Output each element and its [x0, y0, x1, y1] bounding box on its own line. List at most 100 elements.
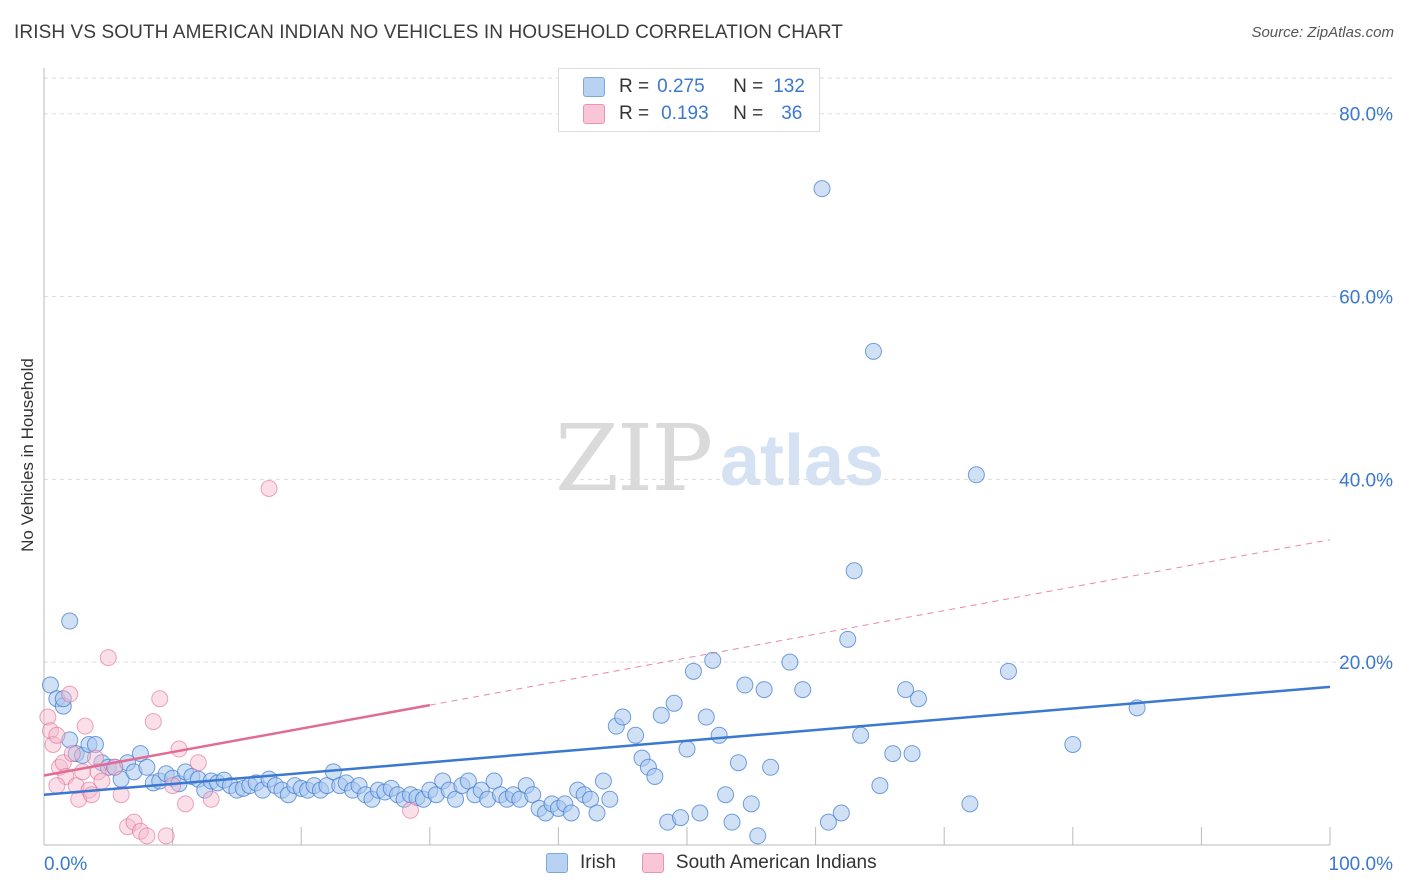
watermark-zip: ZIP	[555, 405, 713, 512]
irish-point	[1064, 735, 1082, 753]
chart-title: IRISH VS SOUTH AMERICAN INDIAN NO VEHICL…	[14, 22, 844, 43]
irish-point	[691, 804, 709, 822]
r-value: 0.193	[661, 103, 709, 124]
irish-point	[665, 694, 683, 712]
sai-point	[138, 827, 156, 845]
y-axis-label: No Vehicles in Household	[18, 358, 37, 552]
irish-point	[884, 745, 902, 763]
irish-point	[903, 745, 921, 763]
sai-point	[202, 790, 220, 808]
n-label: N =	[733, 76, 764, 97]
irish-point	[723, 813, 741, 831]
sai-point	[61, 685, 79, 703]
irish-point	[447, 790, 465, 808]
irish-point	[594, 772, 612, 790]
sai-point	[67, 777, 85, 795]
legend-row-sai: R = 0.193 N = 36	[583, 102, 802, 126]
irish-point	[627, 726, 645, 744]
irish-point	[967, 466, 985, 484]
irish-point	[601, 790, 619, 808]
sai-point	[151, 690, 169, 708]
irish-point	[781, 653, 799, 671]
watermark-atlas: atlas	[720, 421, 885, 501]
irish-point	[61, 612, 79, 630]
irish-point	[562, 804, 580, 822]
r-label: R =	[619, 76, 650, 97]
irish-point	[845, 562, 863, 580]
irish-point	[755, 681, 773, 699]
irish-point	[794, 681, 812, 699]
sai-point	[89, 763, 107, 781]
legend-row-irish: R = 0.275 N = 132	[583, 75, 805, 99]
r-label: R =	[619, 103, 650, 124]
irish-point	[1000, 662, 1017, 680]
y-tick-label: 80.0%	[1339, 105, 1393, 126]
sai-point	[48, 777, 66, 795]
sai-point	[76, 717, 94, 735]
irish-point	[729, 754, 747, 772]
irish-point	[749, 827, 767, 845]
irish-point	[736, 676, 754, 694]
sai-point	[44, 735, 62, 753]
source-credit: Source: ZipAtlas.com	[1251, 24, 1394, 41]
sai-trend-line	[43, 703, 431, 777]
y-tick-label: 60.0%	[1339, 288, 1393, 309]
sai-point	[93, 772, 111, 790]
irish-point	[678, 740, 696, 758]
legend-item-sai[interactable]: South American Indians	[641, 852, 877, 874]
legend-item-irish[interactable]: Irish	[546, 852, 616, 874]
legend-label-sai: South American Indians	[675, 852, 877, 873]
irish-point	[864, 342, 882, 360]
irish-point	[710, 726, 728, 744]
correlation-legend: R = 0.275 N = 132 R = 0.193 N = 36	[558, 68, 820, 132]
y-tick-label: 40.0%	[1339, 470, 1393, 491]
irish-point	[909, 690, 927, 708]
series-legend: Irish South American Indians	[546, 852, 903, 874]
irish-point	[871, 777, 889, 795]
sai-point	[189, 754, 207, 772]
sai-point	[48, 726, 66, 744]
sai-point	[54, 754, 72, 772]
n-value: 132	[773, 76, 805, 97]
irish-point	[839, 630, 857, 648]
n-label: N =	[733, 103, 764, 124]
sai-swatch	[641, 853, 664, 873]
y-tick-label: 20.0%	[1339, 653, 1393, 674]
sai-point	[176, 795, 194, 813]
irish-swatch	[583, 77, 605, 97]
sai-point	[39, 708, 57, 726]
irish-point	[897, 681, 915, 699]
sai-swatch	[583, 104, 605, 124]
irish-point	[697, 708, 715, 726]
irish-point	[813, 180, 831, 198]
x-tick-label: 0.0%	[44, 854, 87, 875]
irish-point	[41, 676, 59, 694]
irish-trend-line	[43, 685, 1331, 796]
sai-point	[157, 827, 175, 845]
irish-point	[61, 731, 79, 749]
legend-label-irish: Irish	[580, 852, 616, 873]
r-value: 0.275	[657, 76, 705, 97]
irish-point	[582, 790, 600, 808]
irish-swatch	[546, 853, 568, 873]
irish-point	[86, 735, 104, 753]
sai-trend-extension	[429, 539, 1331, 706]
irish-point	[485, 772, 503, 790]
irish-point	[832, 804, 850, 822]
irish-point	[762, 758, 780, 776]
sai-point	[86, 749, 104, 767]
x-tick-label: 100.0%	[1329, 854, 1394, 875]
irish-point	[684, 662, 702, 680]
irish-point	[652, 706, 670, 724]
irish-point	[459, 772, 477, 790]
irish-point	[614, 708, 632, 726]
sai-point	[125, 813, 143, 831]
n-value: 36	[781, 103, 803, 124]
irish-point	[852, 726, 870, 744]
irish-point	[717, 786, 735, 804]
irish-point	[961, 795, 979, 813]
sai-point	[260, 479, 278, 497]
irish-point	[704, 651, 722, 669]
irish-point	[819, 813, 837, 831]
